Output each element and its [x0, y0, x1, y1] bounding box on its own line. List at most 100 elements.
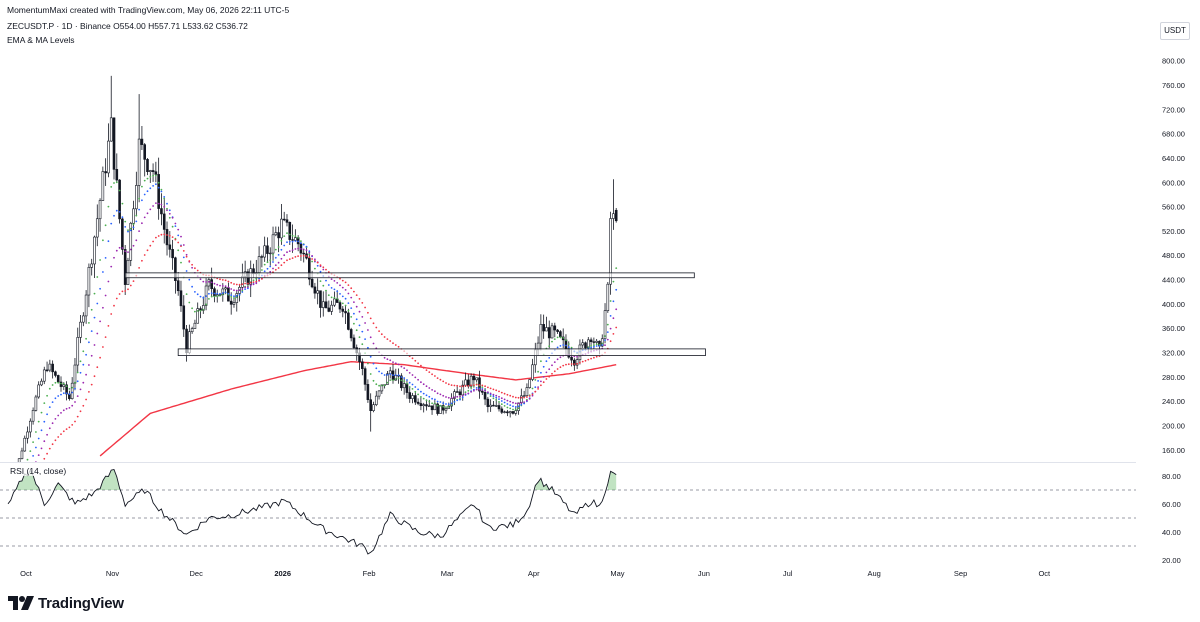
range-box[interactable]: [124, 272, 695, 279]
candle: [291, 224, 294, 253]
ema-dot: [230, 288, 233, 290]
ema-dot: [434, 398, 436, 401]
ema-dot: [224, 285, 227, 287]
ema-dot: [394, 374, 397, 376]
rsi-indicator-label[interactable]: RSI (14, close): [10, 466, 67, 476]
ema-dot: [199, 295, 202, 298]
candle-body: [115, 169, 119, 181]
ema-dot: [406, 369, 408, 372]
ema-dot: [213, 282, 216, 285]
ema-dot: [258, 279, 260, 282]
tradingview-brand: TradingView: [8, 594, 124, 612]
ema-dot: [43, 402, 46, 404]
ema-dot: [82, 363, 85, 366]
ema-dot: [182, 250, 185, 252]
ema-dot: [99, 356, 101, 359]
candle: [257, 246, 261, 277]
price-tick-label: 400.00: [1162, 300, 1185, 309]
time-axis[interactable]: Oct Nov Dec 2026 Feb Mar Apr May Jun Jul Aug Sep Oct: [20, 569, 1051, 578]
range-boxes[interactable]: [124, 272, 706, 356]
indicator-label[interactable]: EMA & MA Levels: [7, 35, 75, 45]
ema-dot: [495, 399, 498, 401]
candle: [313, 282, 317, 299]
ema-dot: [196, 293, 199, 296]
candle-body: [176, 280, 180, 292]
candle-body: [260, 256, 264, 258]
candle-body: [422, 404, 425, 407]
rsi-axis[interactable]: 20.00 40.00 60.00 80.00: [1162, 472, 1181, 565]
ema-dot: [420, 396, 422, 398]
candle-body: [492, 404, 495, 407]
rsi-pane[interactable]: [0, 468, 1136, 555]
ema-dot: [305, 255, 308, 257]
ema-dot: [364, 306, 366, 309]
ema-dot: [562, 364, 565, 367]
range-box[interactable]: [177, 348, 706, 356]
candle-body: [98, 200, 102, 220]
ema-dot: [372, 379, 375, 382]
ema-dot: [506, 399, 509, 402]
ema-dot: [37, 437, 40, 440]
ema-dot: [235, 296, 238, 298]
ema-dot: [353, 290, 355, 293]
ema-dot: [288, 240, 291, 243]
ema-dot: [392, 374, 394, 376]
candle-body: [458, 391, 462, 396]
ema-dot: [553, 361, 556, 363]
candle-body: [280, 218, 283, 239]
ema-dot: [425, 369, 428, 371]
ema-dot: [478, 388, 481, 391]
ema-dot: [361, 330, 364, 333]
candle-body: [402, 383, 406, 389]
ema-dot: [286, 259, 288, 262]
ema-dot: [244, 286, 247, 289]
ema-dot: [565, 339, 567, 342]
candle: [48, 359, 52, 373]
ema-dot: [104, 224, 107, 227]
ema-dot: [219, 294, 221, 297]
ema-dot: [353, 322, 355, 325]
ema-dot: [467, 385, 470, 387]
candle-body: [324, 301, 328, 309]
currency-button[interactable]: USDT: [1160, 22, 1190, 40]
ema-dot: [615, 308, 618, 311]
ema-dot: [46, 394, 48, 397]
ema-dot: [565, 344, 567, 347]
ema-dot: [221, 285, 224, 287]
ema-dot: [420, 381, 422, 384]
candle: [196, 302, 200, 324]
candle: [17, 458, 21, 462]
ema-dot: [308, 250, 311, 253]
candle: [101, 166, 105, 201]
candle-body: [101, 171, 105, 201]
candle-body: [494, 405, 498, 407]
ema-dot: [177, 234, 180, 237]
candle-body: [341, 308, 345, 312]
ema-dot: [230, 294, 233, 296]
ema-dot: [238, 289, 241, 292]
price-tick-label: 160.00: [1162, 446, 1185, 455]
candle: [539, 314, 543, 351]
ema-dot: [32, 441, 34, 443]
ema-dot: [302, 243, 305, 246]
price-tick-label: 320.00: [1162, 349, 1185, 358]
ema-dot: [439, 378, 442, 381]
symbol-ohlc-line[interactable]: ZECUSDT.P · 1D · Binance O554.00 H557.71…: [7, 21, 248, 31]
ema-dot: [51, 422, 54, 425]
price-axis[interactable]: 160.00 200.00 240.00 280.00 320.00 360.00 400.…: [1162, 32, 1185, 455]
ema-dot: [514, 402, 517, 405]
ema-dot: [394, 362, 397, 365]
ema-dot: [252, 281, 255, 284]
ema-dot: [274, 256, 277, 259]
ema-dot: [219, 284, 221, 287]
time-tick-label: Oct: [20, 569, 33, 578]
price-pane[interactable]: [7, 75, 706, 503]
ema-dot: [99, 259, 101, 261]
candle-body: [570, 356, 573, 361]
ema-dot: [445, 403, 447, 405]
ema-dot: [439, 404, 442, 407]
ema-dot: [498, 395, 500, 398]
ema-dot: [551, 340, 553, 343]
ema-dot: [487, 391, 489, 394]
